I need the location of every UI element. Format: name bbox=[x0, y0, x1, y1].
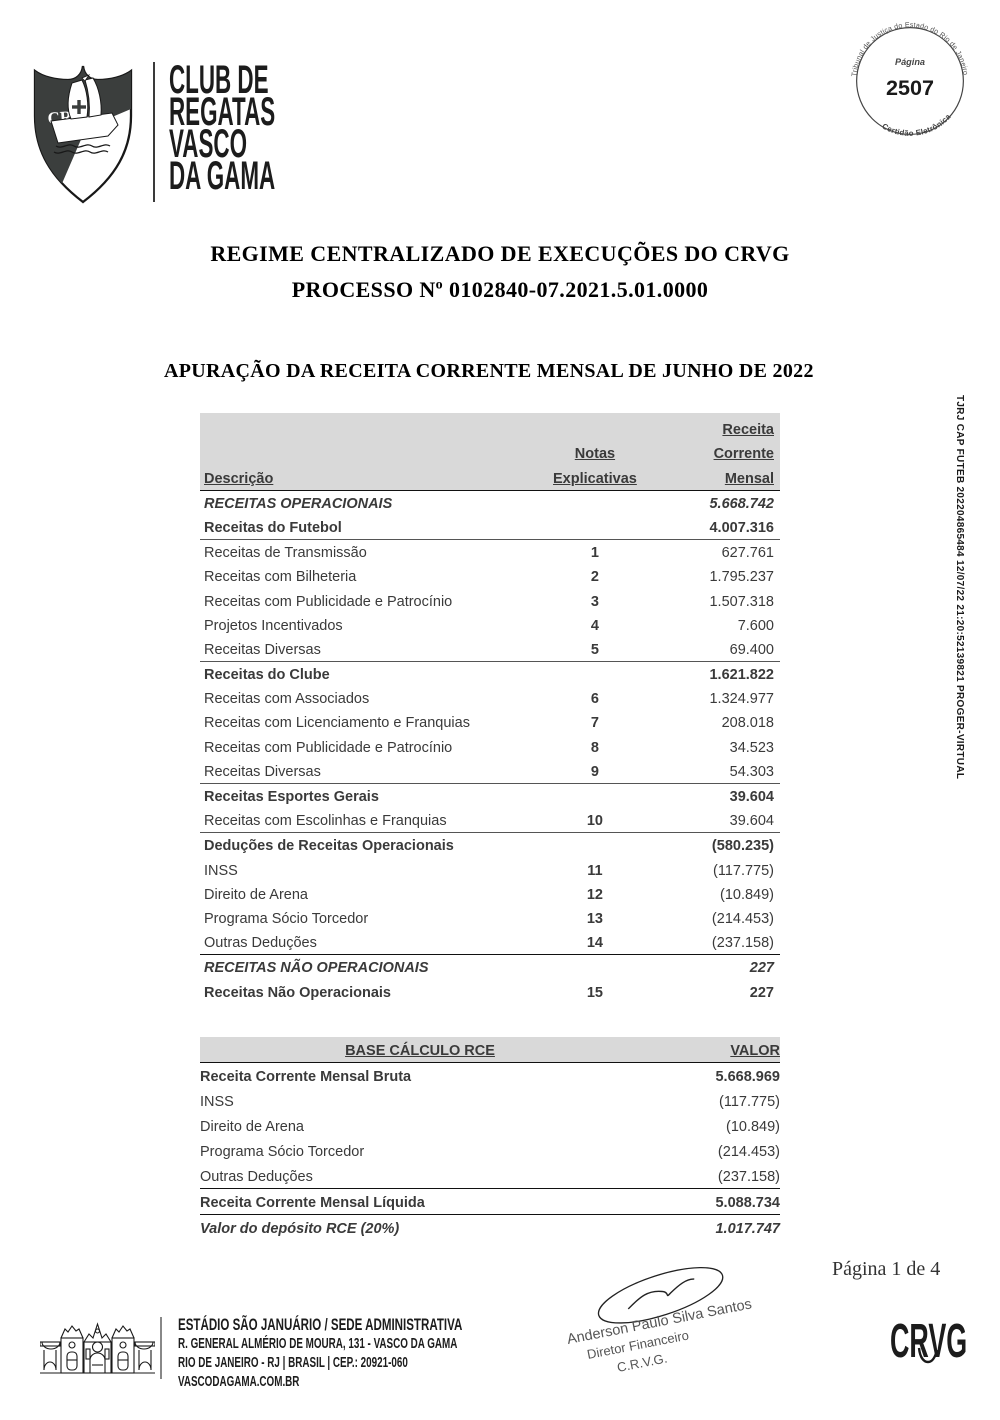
svg-text:VG: VG bbox=[69, 176, 91, 192]
svg-text:Página: Página bbox=[895, 57, 925, 67]
svg-text:Tribunal de Justiça do Estado: Tribunal de Justiça do Estado do Rio de … bbox=[850, 21, 969, 77]
svg-text:Certidão Eletrônica: Certidão Eletrônica bbox=[881, 112, 953, 138]
svg-text:2507: 2507 bbox=[886, 75, 934, 100]
